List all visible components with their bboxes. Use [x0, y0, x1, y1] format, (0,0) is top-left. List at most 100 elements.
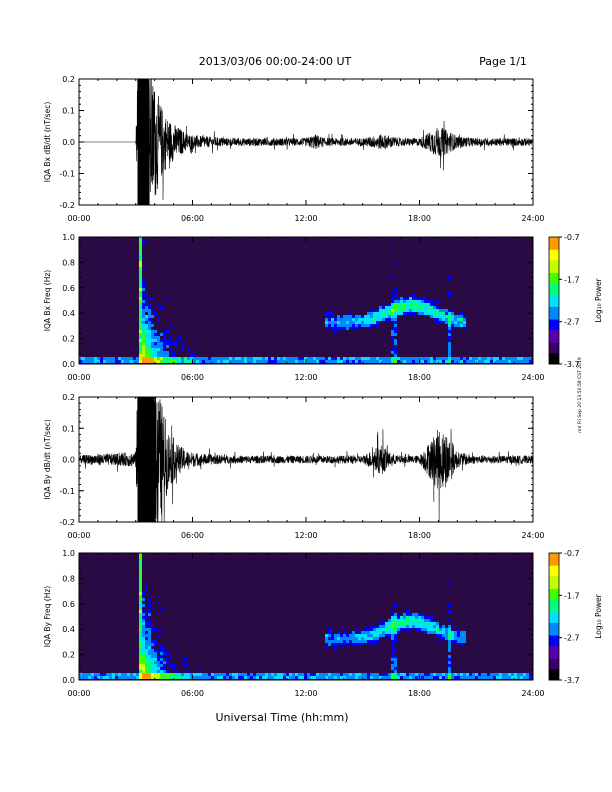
colorbar-segment	[549, 336, 559, 340]
spectrogram-cell	[529, 676, 532, 679]
spectrogram-cell	[145, 300, 148, 303]
spectrogram-cells	[79, 237, 532, 363]
spectrogram-cell	[451, 360, 454, 363]
spectrogram-cell	[82, 360, 85, 363]
spectrogram-cell	[124, 360, 127, 363]
spectrogram-cell	[343, 637, 346, 640]
spectrogram-cell	[139, 562, 142, 565]
spectrogram-cell	[130, 360, 133, 363]
spectrogram-cell	[355, 360, 358, 363]
spectrogram-cell	[169, 339, 172, 342]
spectrogram-cell	[346, 360, 349, 363]
spectrogram-cell	[421, 673, 424, 676]
spectrogram-cell	[448, 342, 451, 345]
spectrogram-cell	[139, 577, 142, 580]
spectrogram-cell	[226, 673, 229, 676]
spectrogram-cell	[343, 643, 346, 646]
spectrogram-cell	[412, 306, 415, 309]
spectrogram-cell	[343, 640, 346, 643]
spectrogram-cell	[346, 634, 349, 637]
spectrogram-cell	[262, 357, 265, 360]
spectrogram-cell	[160, 664, 163, 667]
spectrogram-cell	[154, 655, 157, 658]
spectrogram-cell	[451, 318, 454, 321]
colorbar-segment	[549, 283, 559, 287]
spectrogram-cell	[298, 357, 301, 360]
spectrogram-cell	[97, 676, 100, 679]
spectrogram-cell	[94, 360, 97, 363]
spectrogram-cell	[187, 348, 190, 351]
spectrogram-cell	[451, 357, 454, 360]
spectrogram-cell	[232, 360, 235, 363]
spectrogram-cell	[436, 634, 439, 637]
spectrogram-cell	[520, 673, 523, 676]
colorbar-segment	[549, 677, 559, 681]
spectrogram-cell	[166, 297, 169, 300]
spectrogram-cell	[448, 631, 451, 634]
spectrogram-cell	[442, 625, 445, 628]
spectrogram-cell	[151, 351, 154, 354]
spectrogram-cell	[454, 360, 457, 363]
spectrogram-cell	[277, 676, 280, 679]
spectrogram-cell	[139, 357, 142, 360]
spectrogram-cell	[448, 673, 451, 676]
spectrogram-cell	[94, 676, 97, 679]
colorbar-segment	[549, 361, 559, 365]
y-tick-label: 0.6	[62, 284, 75, 293]
colorbar-segment	[549, 601, 559, 605]
spectrogram-cell	[367, 327, 370, 330]
spectrogram-cell	[349, 673, 352, 676]
y-axis-label: IQA Bx dB/dt (nT/sec)	[43, 102, 52, 183]
spectrogram-cell	[349, 315, 352, 318]
spectrogram-cell	[139, 270, 142, 273]
spectrogram-cell	[523, 676, 526, 679]
spectrogram-cell	[394, 318, 397, 321]
spectrogram-cell	[316, 676, 319, 679]
spectrogram-cell	[358, 643, 361, 646]
spectrogram-cell	[454, 318, 457, 321]
spectrogram-cell	[367, 676, 370, 679]
spectrogram-cell	[439, 312, 442, 315]
spectrogram-cell	[172, 676, 175, 679]
colorbar-segment	[549, 584, 559, 588]
spectrogram-cell	[367, 628, 370, 631]
spectrogram-cell	[355, 634, 358, 637]
spectrogram-cell	[193, 354, 196, 357]
spectrogram-cell	[97, 360, 100, 363]
spectrogram-cell	[160, 631, 163, 634]
spectrogram-cell	[358, 631, 361, 634]
spectrogram-cell	[139, 601, 142, 604]
spectrogram-cell	[343, 315, 346, 318]
colorbar-segment	[549, 357, 559, 361]
spectrogram-cell	[301, 673, 304, 676]
spectrogram-cell	[379, 628, 382, 631]
spectrogram-cell	[517, 357, 520, 360]
spectrogram-cell	[352, 643, 355, 646]
spectrogram-cell	[406, 613, 409, 616]
colorbar-segment	[549, 296, 559, 299]
spectrogram-cell	[436, 360, 439, 363]
spectrogram-cell	[406, 619, 409, 622]
spectrogram-cell	[334, 634, 337, 637]
spectrogram-cell	[160, 655, 163, 658]
spectrogram-cell	[343, 676, 346, 679]
spectrogram-cell	[340, 321, 343, 324]
spectrogram-cell	[349, 312, 352, 315]
spectrogram-cell	[448, 583, 451, 586]
spectrogram-cell	[472, 357, 475, 360]
spectrogram-cell	[145, 294, 148, 297]
spectrogram-cell	[259, 360, 262, 363]
spectrogram-cell	[217, 676, 220, 679]
spectrogram-cell	[148, 333, 151, 336]
spectrogram-cell	[271, 676, 274, 679]
spectrogram-cell	[388, 628, 391, 631]
spectrogram-cell	[391, 309, 394, 312]
spectrogram-cell	[139, 616, 142, 619]
spectrogram-cell	[79, 360, 82, 363]
spectrogram-cell	[181, 673, 184, 676]
spectrogram-cell	[403, 309, 406, 312]
spectrogram-cell	[445, 312, 448, 315]
spectrogram-cell	[391, 643, 394, 646]
spectrogram-cell	[313, 360, 316, 363]
spectrogram-cell	[355, 643, 358, 646]
